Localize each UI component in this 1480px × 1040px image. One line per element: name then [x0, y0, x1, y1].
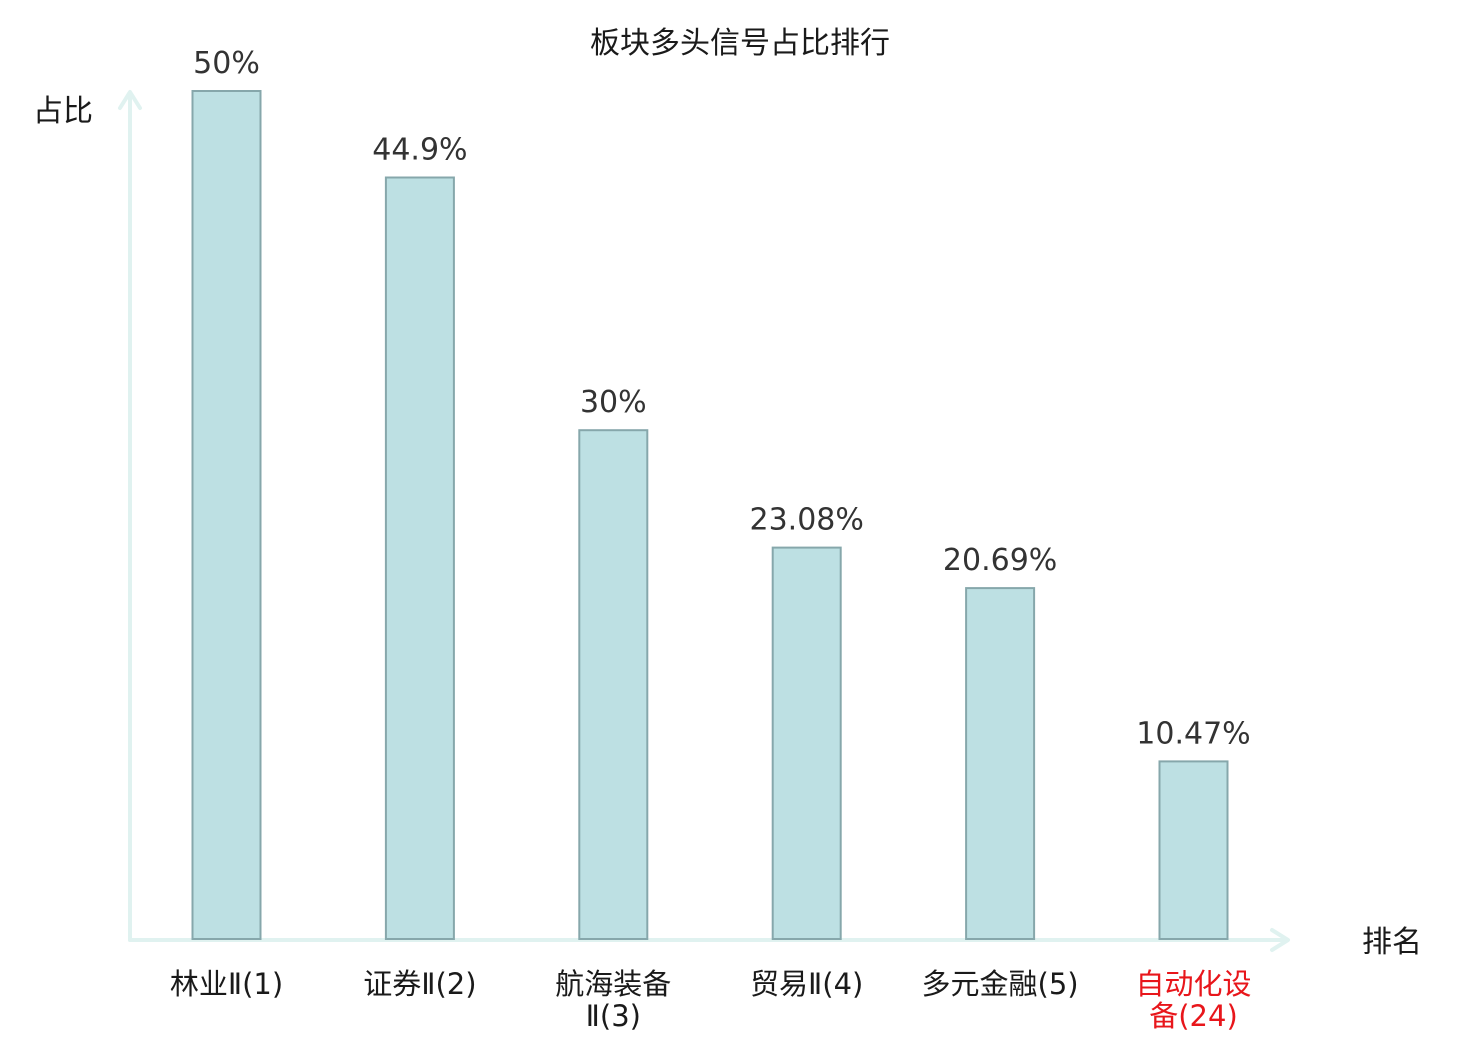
category-label-line: 贸易Ⅱ(4): [750, 967, 863, 1001]
category-label: 林业Ⅱ(1): [170, 967, 283, 1001]
value-label: 30%: [580, 385, 647, 420]
value-label: 50%: [193, 46, 260, 81]
x-axis-arrow: [1270, 928, 1290, 952]
category-label-highlight: 自动化设备(24): [1135, 967, 1251, 1033]
category-label-line: 自动化设: [1135, 967, 1251, 1001]
bar: [384, 176, 455, 940]
bar: [965, 587, 1036, 940]
category-label-line: 备(24): [1149, 999, 1238, 1033]
value-label: 23.08%: [750, 503, 864, 538]
category-label: 航海装备 Ⅱ(3): [555, 967, 671, 1033]
value-label: 44.9%: [372, 133, 467, 168]
bar: [191, 90, 262, 940]
value-label: 10.47%: [1136, 716, 1250, 751]
bar: [771, 546, 842, 940]
category-labels: 林业Ⅱ(1) 证券Ⅱ(2) 航海装备 Ⅱ(3) 贸易Ⅱ(4) 多元金融(5) 自动化设备(2…: [170, 967, 1252, 1033]
value-label: 20.69%: [943, 543, 1057, 578]
category-label: 证券Ⅱ(2): [363, 967, 476, 1001]
value-labels: 50% 44.9% 30% 23.08% 20.69% 10.47%: [193, 46, 1251, 751]
bars: [191, 90, 1229, 941]
category-label: 贸易Ⅱ(4): [750, 967, 863, 1001]
category-label-line: 航海装备: [555, 967, 671, 1001]
chart-title: 板块多头信号占比排行: [590, 26, 890, 61]
category-label-line: 证券Ⅱ(2): [363, 967, 476, 1001]
bar: [578, 429, 649, 940]
category-label-line: 林业Ⅱ(1): [170, 967, 283, 1001]
y-axis-arrow: [118, 90, 142, 110]
x-axis-label: 排名: [1362, 925, 1422, 960]
axes: [118, 90, 1290, 952]
bar: [1158, 760, 1229, 941]
category-label-line: Ⅱ(3): [586, 999, 641, 1033]
category-label-line: 多元金融(5): [922, 967, 1079, 1001]
category-label: 多元金融(5): [922, 967, 1079, 1001]
y-axis-label: 占比: [33, 94, 93, 129]
